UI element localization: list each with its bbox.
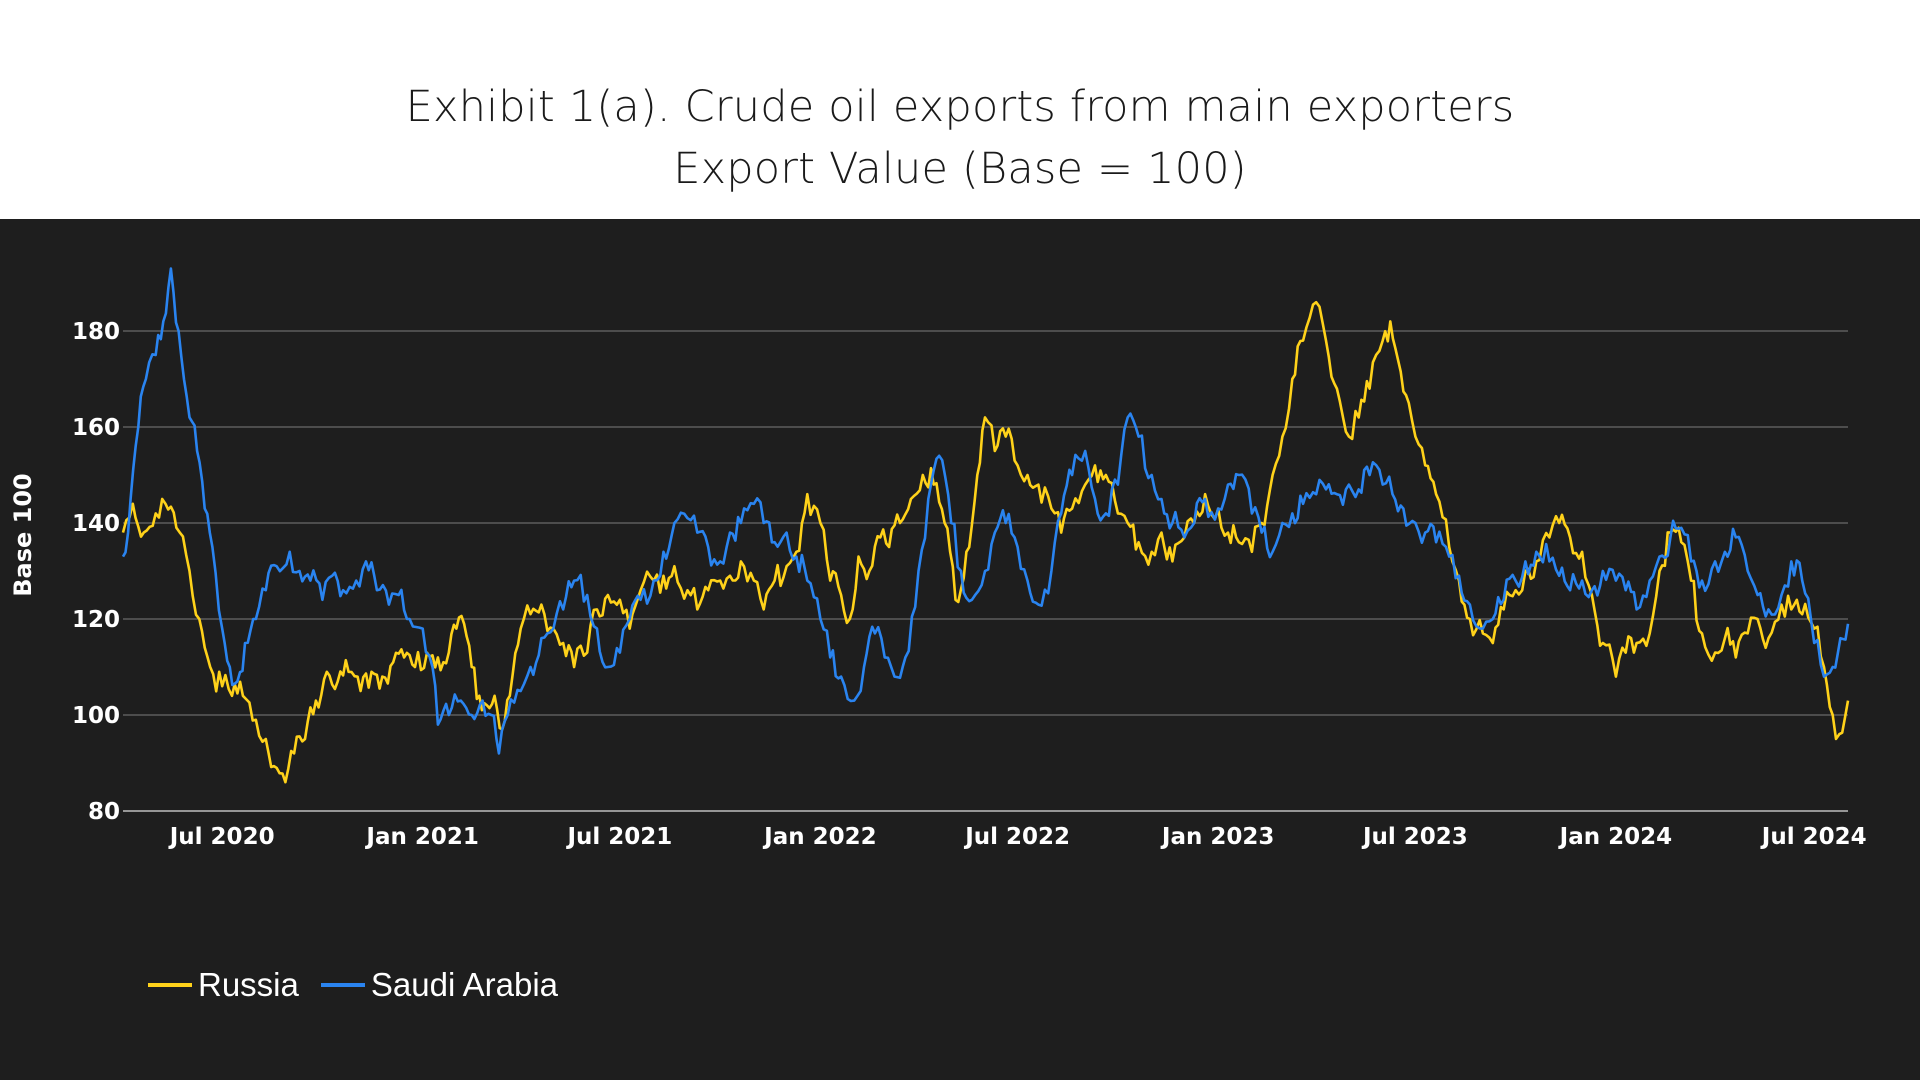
line-chart: 80 100 120 140 160 180 Jul 2020 Jan 2021 Jul 202… — [9, 267, 1867, 850]
x-tick-label: Jul 2021 — [565, 824, 672, 850]
x-tick-label: Jan 2024 — [1558, 824, 1672, 850]
x-tick-label: Jan 2022 — [762, 824, 876, 850]
series-line-russia — [121, 300, 1850, 784]
y-axis-title: Base 100 — [9, 473, 37, 597]
series-line-saudi-arabia — [121, 267, 1850, 755]
x-tick-label: Jan 2021 — [364, 824, 478, 850]
legend-item-saudi-arabia[interactable]: Saudi Arabia — [320, 966, 559, 1004]
legend-label: Saudi Arabia — [370, 966, 559, 1003]
y-tick-label: 180 — [72, 319, 120, 345]
x-tick-label: Jul 2023 — [1361, 824, 1468, 850]
chart-header: Exhibit 1(a). Crude oil exports from mai… — [0, 0, 1920, 219]
x-tick-label: Jul 2020 — [168, 824, 275, 850]
y-tick-label: 120 — [72, 607, 120, 633]
x-tick-label: Jul 2022 — [963, 824, 1070, 850]
y-tick-label: 160 — [72, 415, 120, 441]
chart-legend: Russia Saudi Arabia — [148, 965, 580, 1005]
y-tick-label: 100 — [72, 703, 120, 729]
y-tick-label: 140 — [72, 511, 120, 537]
chart-panel: 80 100 120 140 160 180 Jul 2020 Jan 2021 Jul 202… — [0, 219, 1920, 1080]
chart-subtitle: Export Value (Base = 100) — [673, 144, 1247, 194]
chart-title: Exhibit 1(a). Crude oil exports from mai… — [405, 82, 1515, 132]
legend-label: Russia — [198, 966, 299, 1003]
y-tick-label: 80 — [88, 799, 120, 825]
legend-swatch — [148, 983, 192, 987]
x-tick-label: Jul 2024 — [1760, 824, 1867, 850]
legend-item-russia[interactable]: Russia — [148, 966, 299, 1004]
legend-swatch — [320, 983, 365, 987]
x-tick-label: Jan 2023 — [1160, 824, 1274, 850]
